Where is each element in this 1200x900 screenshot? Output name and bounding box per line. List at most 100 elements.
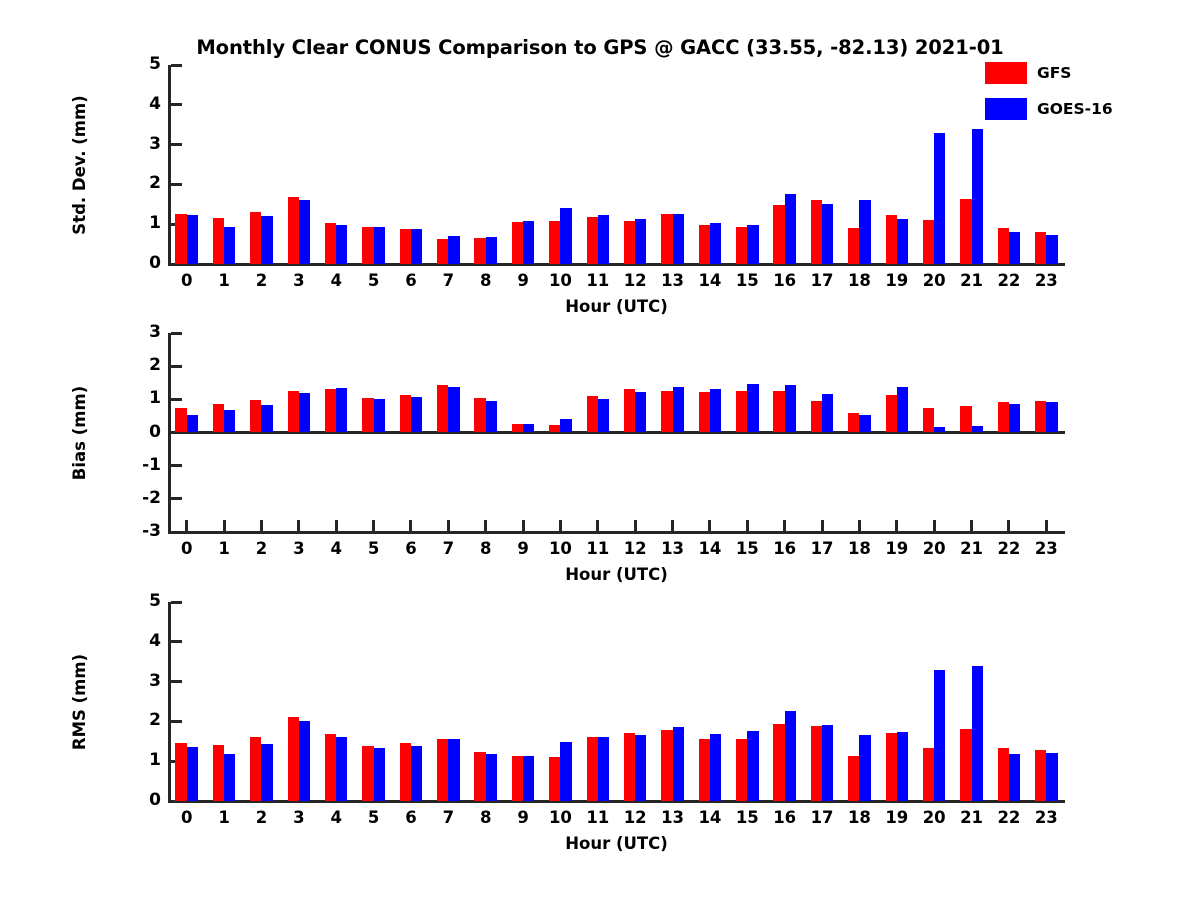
bar-bias-goes-16-h13 — [672, 386, 684, 433]
x-axis-tick-label: 23 — [1034, 539, 1058, 558]
y-axis-tick — [171, 364, 182, 368]
y-axis-tick — [171, 182, 182, 186]
bar-bias-goes-16-h0 — [186, 414, 198, 433]
y-axis-spine — [168, 602, 171, 802]
x-axis-title: Hour (UTC) — [565, 834, 668, 853]
bar-bias-goes-16-h10 — [560, 418, 572, 433]
x-axis-tick — [708, 520, 712, 531]
bar-std-dev-gfs-h18 — [848, 228, 860, 264]
y-axis-title: Std. Dev. (mm) — [70, 94, 89, 235]
bar-rms-goes-16-h12 — [635, 734, 647, 801]
bar-bias-goes-16-h9 — [523, 424, 535, 433]
bar-std-dev-gfs-h20 — [922, 220, 935, 264]
bar-bias-gfs-h18 — [848, 412, 860, 433]
x-axis-tick — [222, 520, 226, 531]
bar-bias-goes-16-h3 — [298, 393, 311, 433]
panel-rms: 0 1 2 3 4 5 0 1 2 3 4 5 6 7 8 9 10 11 12 13 14 15 16 17 18 19 20 21… — [70, 591, 1065, 853]
x-axis-tick — [409, 520, 413, 531]
y-axis-tick-label: -1 — [142, 454, 161, 475]
y-axis-tick — [171, 680, 182, 684]
bar-bias-goes-16-h17 — [822, 393, 834, 433]
y-axis-tick — [171, 497, 182, 501]
x-axis-tick-label: 8 — [479, 271, 492, 290]
bar-rms-gfs-h16 — [773, 723, 785, 801]
y-axis-tick — [171, 640, 182, 644]
bar-rms-goes-16-h8 — [485, 754, 497, 801]
bar-bias-goes-16-h20 — [934, 426, 946, 433]
y-axis-tick-label: -3 — [142, 521, 161, 541]
bar-std-dev-goes-16-h12 — [635, 219, 647, 264]
x-axis-tick-label: 22 — [997, 539, 1021, 558]
bar-rms-gfs-h5 — [362, 746, 374, 801]
bar-std-dev-gfs-h21 — [960, 199, 972, 264]
bar-rms-gfs-h2 — [250, 736, 262, 801]
bar-std-dev-gfs-h3 — [287, 197, 299, 264]
panel-bias: -3 -2 -1 0 1 2 3 0 1 2 3 4 5 6 7 8 9 10 11 12 13 14 15 16 17 18 19… — [70, 322, 1065, 584]
bar-std-dev-gfs-h5 — [362, 227, 374, 264]
bar-bias-gfs-h5 — [362, 398, 374, 433]
x-axis-tick-label: 17 — [810, 539, 834, 558]
bar-rms-gfs-h9 — [511, 756, 524, 801]
bar-std-dev-goes-16-h5 — [373, 227, 385, 264]
y-axis-tick-label: 4 — [149, 93, 161, 114]
x-axis-tick-label: 14 — [698, 539, 722, 558]
bar-std-dev-gfs-h1 — [212, 218, 225, 264]
bar-bias-gfs-h3 — [287, 390, 299, 433]
x-axis-tick-label: 6 — [405, 808, 417, 827]
x-axis-tick-label: 1 — [218, 808, 230, 827]
y-axis-tick-label: 2 — [149, 173, 161, 194]
x-axis-tick-label: 9 — [517, 271, 529, 290]
x-axis-tick-label: 4 — [330, 539, 342, 558]
y-axis-tick — [171, 331, 182, 335]
bar-rms-goes-16-h10 — [560, 742, 572, 801]
bar-bias-gfs-h7 — [437, 385, 449, 433]
x-axis-tick — [820, 520, 824, 531]
x-axis-tick-label: 2 — [255, 271, 268, 290]
x-axis-tick — [484, 520, 488, 531]
x-axis-tick-label: 16 — [773, 271, 797, 290]
legend-entry-goes-16: GOES-16 — [985, 98, 1113, 120]
y-axis-title: Bias (mm) — [70, 385, 89, 480]
bar-rms-gfs-h18 — [848, 756, 860, 801]
bar-std-dev-goes-16-h17 — [822, 204, 834, 264]
bar-std-dev-goes-16-h1 — [224, 226, 236, 264]
x-axis-tick-label: 2 — [255, 808, 268, 827]
chart-title: Monthly Clear CONUS Comparison to GPS @ … — [196, 36, 1004, 59]
y-axis-tick — [171, 143, 182, 147]
y-axis-tick-label: 5 — [149, 54, 161, 74]
bar-bias-goes-16-h6 — [410, 396, 423, 433]
bar-rms-gfs-h10 — [549, 756, 561, 801]
bar-std-dev-goes-16-h20 — [934, 133, 946, 264]
bar-std-dev-gfs-h0 — [175, 213, 187, 264]
bar-rms-goes-16-h15 — [747, 730, 759, 801]
x-axis-tick-label: 21 — [960, 271, 984, 290]
bar-std-dev-goes-16-h3 — [298, 199, 311, 264]
bar-rms-goes-16-h0 — [186, 747, 198, 801]
bar-rms-goes-16-h21 — [971, 665, 983, 801]
chart-legend: GFS GOES-16 — [985, 62, 1185, 122]
bar-std-dev-gfs-h12 — [623, 220, 636, 264]
bar-bias-gfs-h12 — [623, 389, 636, 433]
bar-rms-goes-16-h13 — [672, 726, 684, 801]
x-axis-bottom-spine — [168, 799, 1065, 803]
y-axis-spine — [168, 65, 171, 265]
bar-std-dev-goes-16-h0 — [186, 214, 198, 264]
bar-bias-gfs-h8 — [474, 398, 486, 433]
x-axis-tick-label: 13 — [661, 808, 685, 827]
x-axis-tick-label: 11 — [586, 271, 610, 290]
x-axis-bottom-spine — [168, 530, 1065, 534]
bar-std-dev-goes-16-h2 — [261, 216, 273, 264]
bar-bias-goes-16-h21 — [971, 425, 983, 433]
bar-bias-goes-16-h23 — [1046, 401, 1058, 433]
bar-rms-gfs-h6 — [399, 742, 411, 801]
bar-std-dev-goes-16-h18 — [859, 200, 871, 264]
bar-std-dev-goes-16-h15 — [747, 224, 759, 264]
bar-bias-gfs-h1 — [212, 403, 225, 433]
y-axis-tick — [171, 464, 182, 468]
bar-rms-gfs-h11 — [586, 737, 598, 801]
x-axis-tick-label: 6 — [405, 539, 417, 558]
bar-std-dev-gfs-h15 — [736, 227, 748, 264]
y-axis-tick — [171, 397, 182, 401]
bar-std-dev-goes-16-h4 — [336, 225, 348, 264]
